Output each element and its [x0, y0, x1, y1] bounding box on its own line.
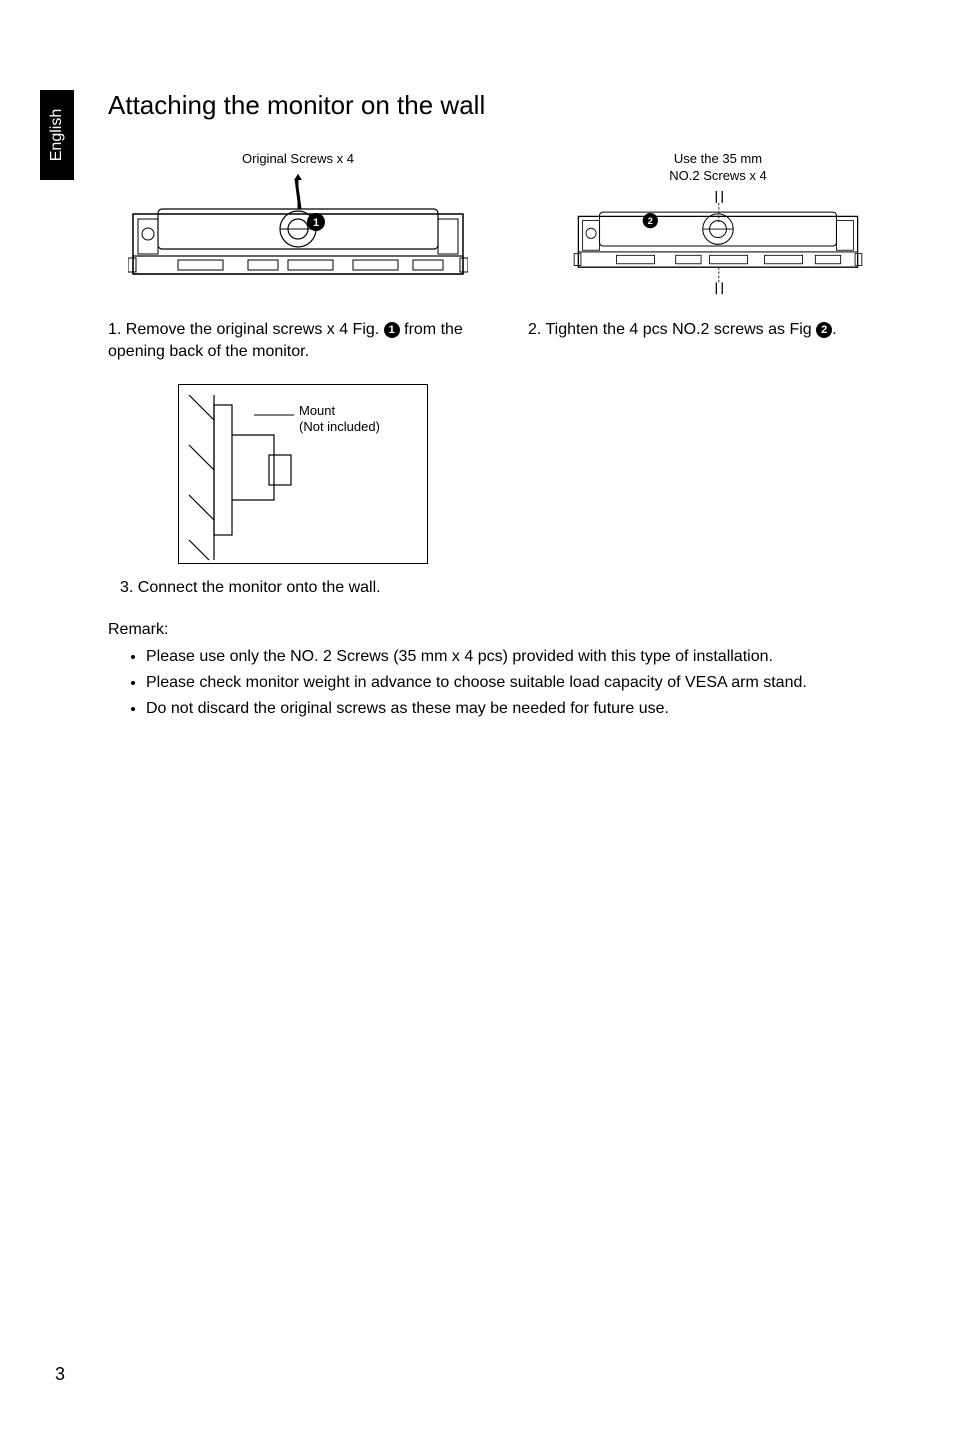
- step-3: 3. Connect the monitor onto the wall.: [120, 579, 908, 597]
- remark-item: Please check monitor weight in advance t…: [146, 671, 908, 695]
- remark-item: Please use only the NO. 2 Screws (35 mm …: [146, 645, 908, 669]
- page-title: Attaching the monitor on the wall: [108, 90, 908, 121]
- svg-text:1: 1: [313, 217, 319, 229]
- figure-2: Use the 35 mm NO.2 Screws x 4 2: [528, 151, 908, 301]
- figure-2-label: Use the 35 mm NO.2 Screws x 4: [669, 151, 767, 185]
- figure-2-svg: 2: [548, 191, 888, 301]
- steps-row: 1. Remove the original screws x 4 Fig. 1…: [108, 319, 908, 364]
- remark-item: Do not discard the original screws as th…: [146, 697, 908, 721]
- remark-heading: Remark:: [108, 621, 908, 639]
- figure-1-label: Original Screws x 4: [242, 151, 354, 168]
- figure-1-svg: 1: [128, 174, 468, 284]
- remark-list: Please use only the NO. 2 Screws (35 mm …: [108, 645, 908, 721]
- svg-text:(Not included): (Not included): [299, 419, 380, 434]
- page-number: 3: [55, 1364, 65, 1385]
- step-1-badge: 1: [384, 322, 400, 338]
- page-content: Attaching the monitor on the wall Origin…: [108, 90, 908, 723]
- mount-illustration: Mount (Not included): [178, 384, 428, 564]
- figure-1: Original Screws x 4 1: [108, 151, 488, 301]
- svg-text:Mount: Mount: [299, 403, 336, 418]
- language-label: English: [48, 109, 66, 161]
- svg-text:2: 2: [648, 216, 653, 226]
- step-2-badge: 2: [816, 322, 832, 338]
- step-2: 2. Tighten the 4 pcs NO.2 screws as Fig …: [528, 319, 908, 364]
- step-1: 1. Remove the original screws x 4 Fig. 1…: [108, 319, 488, 364]
- figures-row: Original Screws x 4 1: [108, 151, 908, 301]
- language-tab: English: [40, 90, 74, 180]
